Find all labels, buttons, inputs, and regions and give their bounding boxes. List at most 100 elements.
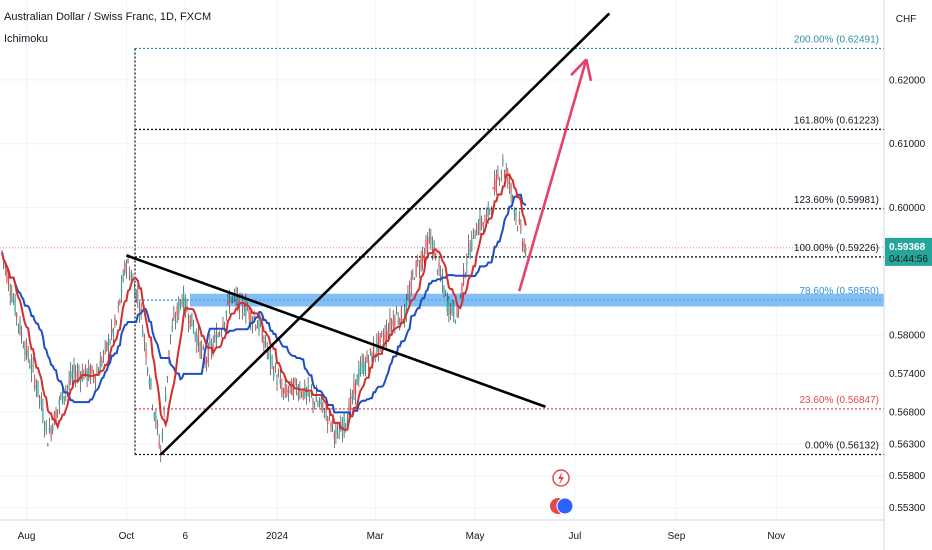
candle-body	[153, 412, 155, 418]
fib-level-label: 100.00% (0.59226)	[794, 243, 879, 254]
price-tick-label: 0.55800	[889, 471, 926, 482]
candle-body	[129, 271, 131, 278]
candle-body	[261, 325, 263, 343]
candle-body	[245, 301, 247, 316]
candle-body	[209, 341, 211, 345]
trendline-rising-support	[159, 12, 611, 456]
price-tick-label: 0.57400	[889, 369, 926, 380]
candle-body	[379, 333, 381, 344]
candle-body	[387, 331, 389, 336]
candle-body	[173, 315, 175, 319]
candle-body	[472, 228, 475, 231]
candle-body	[47, 443, 49, 447]
candle-body	[286, 388, 288, 396]
candle-body	[505, 169, 507, 173]
candle-body	[336, 429, 339, 431]
candle-body	[186, 307, 188, 312]
candle-body	[147, 368, 149, 373]
projection-arrow[interactable]	[518, 58, 593, 292]
candle-body	[89, 367, 91, 380]
candle-body	[55, 411, 57, 422]
candle-body	[253, 318, 255, 320]
candle-body	[363, 361, 365, 375]
candle-body	[39, 395, 41, 399]
candle-body	[420, 255, 422, 269]
candle-body	[477, 224, 479, 233]
candle-body	[60, 394, 62, 397]
arrow-head	[570, 58, 588, 77]
candle-body	[294, 378, 296, 383]
candle-body	[353, 383, 355, 395]
candle-body	[368, 360, 370, 369]
candle-body	[314, 403, 316, 406]
candle-body	[497, 174, 499, 178]
candle-body	[484, 217, 486, 223]
trendlines[interactable]	[125, 12, 611, 456]
candle-body	[440, 274, 442, 277]
candle-body	[269, 352, 272, 366]
symbol-title[interactable]: Australian Dollar / Swiss Franc, 1D, FXC…	[4, 11, 212, 23]
candle-body	[467, 243, 470, 249]
candle-body	[315, 394, 317, 403]
candle-body	[400, 307, 403, 321]
candle-body	[449, 305, 452, 315]
candle-body	[140, 308, 142, 311]
candle-body	[399, 319, 401, 326]
candle-body	[230, 297, 232, 302]
candle-body	[48, 426, 51, 432]
candle-body	[382, 337, 384, 343]
candle-body	[78, 373, 80, 375]
candle-body	[459, 293, 461, 295]
candle-body	[394, 316, 396, 326]
candle-body	[381, 332, 383, 336]
candle-body	[76, 370, 78, 376]
candle-body	[343, 413, 345, 429]
candle-body	[436, 270, 439, 273]
candle-body	[178, 302, 180, 315]
candle-body	[107, 339, 109, 351]
candle-body	[305, 389, 308, 395]
candle-body	[330, 423, 332, 428]
candle-body	[197, 333, 200, 346]
candle-body	[377, 335, 380, 353]
candles	[1, 154, 527, 463]
candle-body	[181, 299, 183, 305]
candle-body	[135, 290, 137, 301]
current-price-label: 0.59368	[889, 242, 926, 253]
time-tick-label: Aug	[18, 531, 36, 542]
candle-body	[374, 353, 376, 356]
candle-body	[476, 231, 478, 236]
current-price-box	[885, 237, 932, 266]
candle-body	[389, 317, 391, 332]
candle-body	[300, 394, 303, 396]
candle-body	[166, 376, 168, 379]
candle-body	[165, 394, 167, 402]
candle-body	[322, 402, 324, 407]
candle-body	[361, 362, 363, 365]
time-tick-label: Mar	[367, 531, 385, 542]
candle-body	[235, 295, 237, 300]
candle-body	[345, 424, 347, 428]
candle-body	[50, 427, 52, 437]
candle-body	[479, 216, 481, 231]
candle-body	[119, 299, 121, 304]
price-tick-label: 0.56300	[889, 439, 926, 450]
candle-body	[65, 390, 67, 392]
indicator-label[interactable]: Ichimoku	[4, 33, 49, 45]
fib-level-label: 123.60% (0.59981)	[794, 195, 879, 206]
candle-body	[397, 320, 399, 323]
candle-body	[34, 377, 36, 388]
event-icons[interactable]	[550, 469, 574, 515]
fib-level-label: 0.00% (0.56132)	[805, 440, 879, 451]
candle-body	[225, 311, 227, 315]
candle-body	[441, 275, 443, 284]
candle-body	[458, 308, 460, 312]
time-axis[interactable]: Aug Oct 6 2024 Mar May Jul Sep Nov	[0, 519, 884, 542]
candle-body	[346, 418, 348, 425]
arrow-head	[585, 59, 593, 82]
candle-body	[192, 325, 195, 333]
candle-body	[19, 320, 21, 334]
